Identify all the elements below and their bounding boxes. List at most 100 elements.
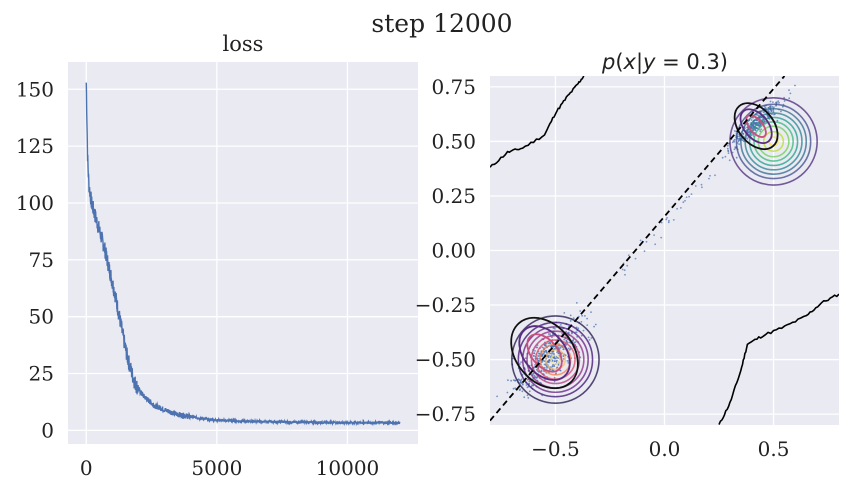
sample-point bbox=[721, 156, 724, 159]
sample-point bbox=[777, 100, 780, 102]
sample-point bbox=[547, 356, 550, 359]
post-x-tick-label: 0.0 bbox=[649, 437, 681, 461]
sample-point bbox=[546, 360, 549, 363]
sample-point bbox=[771, 106, 774, 108]
sample-point bbox=[621, 268, 624, 271]
sample-point bbox=[594, 323, 597, 326]
sample-point bbox=[563, 348, 565, 350]
sample-point bbox=[773, 106, 775, 108]
sample-point bbox=[580, 321, 583, 323]
sample-point bbox=[653, 234, 655, 237]
sample-point bbox=[533, 374, 536, 377]
sample-point bbox=[512, 379, 515, 381]
sample-point bbox=[624, 273, 626, 276]
sample-point bbox=[537, 359, 540, 362]
sample-point bbox=[533, 366, 536, 369]
sample-point bbox=[767, 109, 769, 112]
sample-point bbox=[738, 143, 740, 146]
true-contour bbox=[748, 116, 799, 167]
sample-point bbox=[731, 141, 734, 144]
sample-point bbox=[514, 387, 517, 390]
sample-point bbox=[553, 352, 555, 355]
post-y-tick-label: 0.25 bbox=[431, 184, 476, 208]
true-contour bbox=[729, 97, 818, 186]
sample-point bbox=[519, 363, 521, 365]
sample-point bbox=[727, 152, 730, 155]
sample-point bbox=[654, 243, 657, 246]
sample-point bbox=[734, 130, 736, 132]
post-x-tick-label: 0.5 bbox=[758, 437, 790, 461]
model-contour bbox=[526, 333, 563, 373]
sample-point bbox=[769, 105, 772, 107]
sample-point bbox=[557, 352, 560, 355]
sample-point bbox=[772, 110, 775, 112]
sample-point bbox=[575, 331, 578, 334]
sample-point bbox=[510, 379, 512, 382]
sample-point bbox=[527, 397, 530, 399]
sample-point bbox=[672, 219, 675, 221]
sample-point bbox=[737, 137, 739, 140]
post-y-tick-label: 0.50 bbox=[431, 129, 476, 153]
sample-point bbox=[759, 130, 762, 133]
sample-point bbox=[546, 367, 548, 369]
decision-lines bbox=[490, 76, 839, 425]
sample-point bbox=[543, 363, 546, 366]
sample-point bbox=[569, 320, 572, 322]
loss-plot-area bbox=[68, 62, 418, 444]
sample-point bbox=[526, 394, 529, 397]
posterior-tick-labels: −0.5 0.0 0.5 −0.75 −0.50 −0.25 0.00 0.25 0.50 0.7… bbox=[415, 75, 790, 461]
posterior-grid bbox=[490, 76, 839, 425]
sample-point bbox=[528, 380, 531, 383]
sample-point bbox=[733, 148, 736, 151]
sample-point bbox=[496, 395, 498, 398]
sample-point bbox=[751, 124, 754, 126]
sample-point bbox=[579, 310, 582, 312]
sample-point bbox=[788, 97, 791, 100]
model-density-contours bbox=[510, 102, 779, 390]
sample-point bbox=[566, 360, 569, 362]
sample-point bbox=[568, 341, 571, 344]
model-contour bbox=[518, 325, 571, 381]
sample-point bbox=[521, 383, 524, 386]
sample-point bbox=[643, 250, 646, 253]
sample-point bbox=[557, 364, 560, 366]
loss-x-tick-label: 5000 bbox=[191, 456, 242, 480]
post-y-tick-label: 0.75 bbox=[431, 75, 476, 99]
sample-point bbox=[590, 337, 593, 339]
loss-line-layer bbox=[85, 82, 401, 427]
true-contour bbox=[735, 103, 812, 180]
sample-point bbox=[660, 236, 663, 239]
sample-point bbox=[562, 358, 565, 360]
post-y-tick-label: −0.75 bbox=[415, 402, 476, 426]
sample-point bbox=[587, 336, 590, 339]
sample-point bbox=[728, 159, 731, 162]
model-contour bbox=[745, 114, 767, 138]
sample-point bbox=[772, 101, 774, 103]
loss-y-tick-label: 0 bbox=[41, 418, 54, 442]
sample-point bbox=[590, 311, 592, 313]
loss-y-tick-label: 125 bbox=[16, 134, 54, 158]
sample-point bbox=[563, 312, 566, 314]
post-y-tick-label: −0.25 bbox=[415, 293, 476, 317]
sample-point bbox=[724, 155, 727, 158]
sample-point bbox=[538, 352, 540, 355]
figure-suptitle: step 12000 bbox=[371, 9, 512, 38]
sample-point bbox=[559, 369, 562, 372]
sample-point bbox=[688, 195, 690, 198]
sample-point bbox=[789, 92, 792, 95]
sample-point bbox=[553, 356, 555, 359]
sample-point bbox=[733, 140, 736, 143]
boundary-lower-line bbox=[718, 293, 839, 425]
posterior-title: p(x|y = 0.3) bbox=[601, 50, 728, 75]
sample-point bbox=[750, 119, 753, 121]
model-contour bbox=[739, 108, 773, 144]
sample-point bbox=[565, 330, 567, 333]
sample-point bbox=[584, 315, 586, 317]
sample-point bbox=[588, 339, 591, 341]
sample-point bbox=[534, 364, 536, 366]
sample-point bbox=[551, 365, 554, 368]
sample-point bbox=[534, 350, 536, 352]
sample-point bbox=[701, 186, 703, 189]
sample-point bbox=[735, 156, 738, 159]
